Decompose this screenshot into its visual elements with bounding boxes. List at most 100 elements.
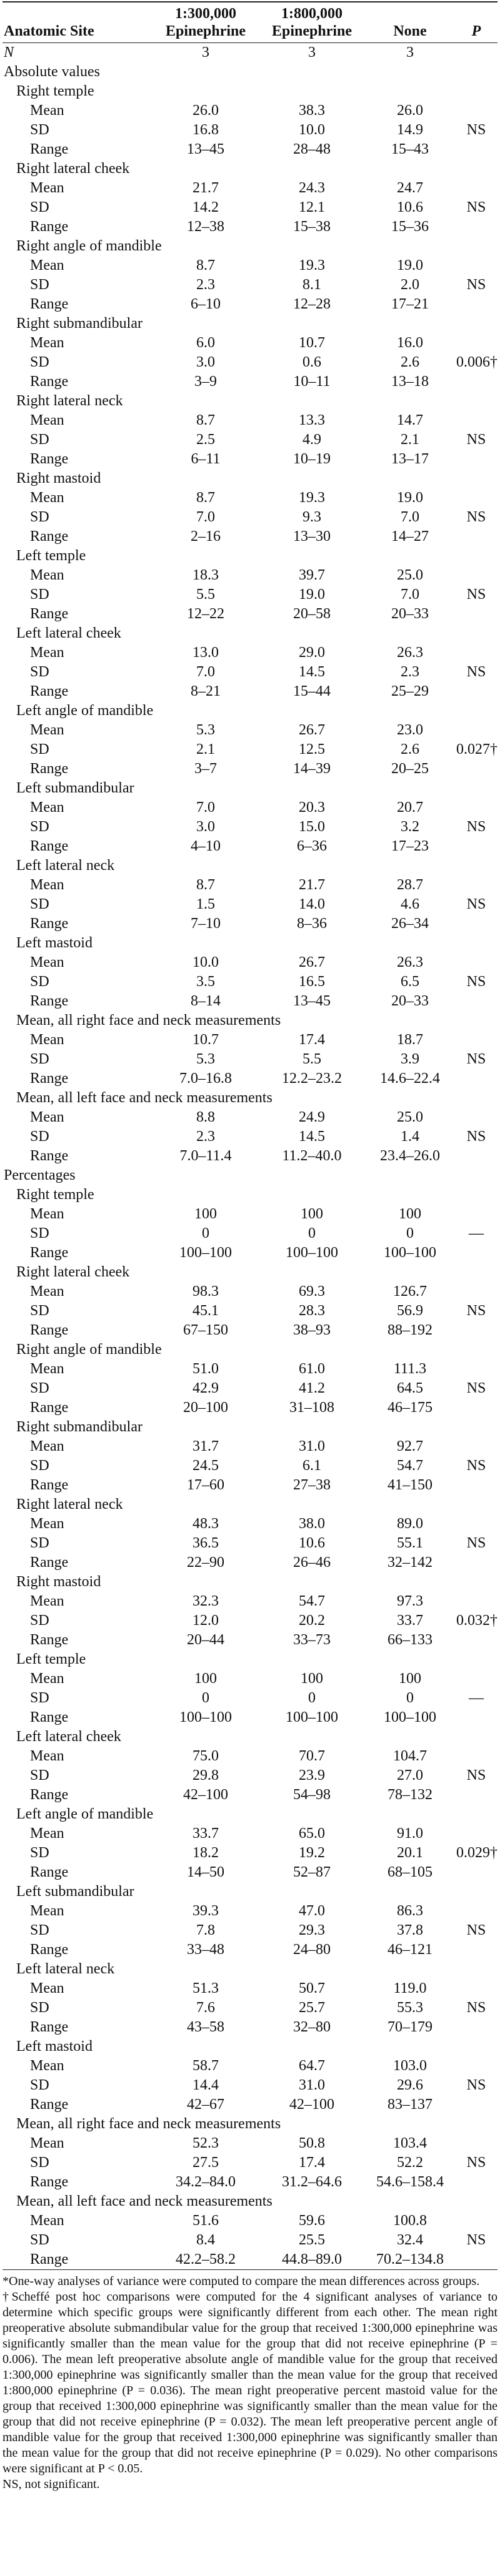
site-row: Left temple [2,1650,498,1669]
stat-row: SD 3.0 0.6 2.6 0.006† [2,353,498,372]
cell: 50.8 [299,2135,325,2151]
cell [455,605,498,624]
cell: NS [466,277,486,293]
cell [455,2056,498,2076]
stat-row: SD 42.9 41.2 64.5 NS [2,1379,498,1398]
row-label: Mean [30,877,64,893]
stat-row: SD 24.5 6.1 54.7 NS [2,1456,498,1476]
row-label: SD [30,122,49,138]
row-label: Mean [30,490,64,506]
cell: 6–36 [297,838,327,854]
cell: 32–142 [388,1554,432,1571]
cell: 2–16 [191,528,221,545]
cell: 61.0 [299,1361,325,1377]
cell: 98.3 [192,1283,219,1300]
cell: 8.7 [196,257,215,274]
cell: 16.5 [299,974,325,990]
cell: 12–38 [187,219,224,235]
row-label: SD [30,1458,49,1474]
cell: 11.2–40.0 [282,1148,342,1164]
stat-row: SD 2.3 8.1 2.0 NS [2,275,498,295]
site-label: Left lateral neck [16,857,115,874]
row-label: Range [30,373,69,390]
cell: 0.006† [456,354,498,370]
stat-row: Range 42–100 54–98 78–132 [2,1785,498,1805]
cell: 32.4 [397,2232,423,2248]
site-label: Mean, all right face and neck measuremen… [16,2116,281,2132]
cell [455,372,498,392]
cell: 19.0 [397,490,423,506]
cell: 12–22 [187,606,224,622]
row-label: Range [30,1148,69,1164]
stat-row: Range 100–100 100–100 100–100 [2,1708,498,1727]
cell: 20–33 [391,993,429,1009]
cell: 20–44 [187,1632,224,1648]
row-label: Mean [30,722,64,738]
cell: 55.3 [397,2000,423,2016]
cell [455,1282,498,1301]
row-label: SD [30,2000,49,2016]
cell: 17–21 [391,296,429,312]
site-label: Left angle of mandible [16,1806,154,1822]
row-label: Mean [30,1516,64,1532]
cell: 3.5 [196,974,215,990]
row-label: Mean [30,954,64,970]
cell: 23.0 [397,722,423,738]
cell: 15.0 [299,819,325,835]
stat-row: Mean 10.7 17.4 18.7 [2,1030,498,1050]
cell: 45.1 [192,1303,219,1319]
cell: 33.7 [397,1612,423,1629]
row-label: Mean [30,102,64,119]
cell: 10.6 [397,199,423,215]
row-label: SD [30,2077,49,2093]
cell: NS [466,896,486,912]
cell: 3 [406,44,414,61]
cell: 21.7 [299,877,325,893]
row-label: Mean [30,1825,64,1842]
cell [455,1108,498,1127]
cell: 65.0 [299,1825,325,1842]
site-row: Right mastoid [2,1572,498,1592]
cell: 8–21 [191,683,221,699]
stat-row: Range 43–58 32–80 70–179 [2,2018,498,2037]
footnote: †Scheffé post hoc comparisons were compu… [2,2290,498,2475]
cell: 0.029† [456,1845,498,1861]
cell: 15–36 [391,219,429,235]
row-label: SD [30,586,49,603]
cell: 10.0 [299,122,325,138]
stat-row: SD 7.0 14.5 2.3 NS [2,663,498,682]
cell: 12.2–23.2 [282,1070,342,1087]
cell: NS [466,199,486,215]
cell: 100–100 [179,1709,232,1725]
site-label: Left lateral cheek [16,1729,121,1745]
stat-row: SD 29.8 23.9 27.0 NS [2,1766,498,1785]
cell: 24–80 [293,1942,331,1958]
cell: 2.3 [401,664,419,680]
header-row: Anatomic Site 1:300,000 Epinephrine 1:800,… [2,1,498,43]
cell [455,721,498,740]
cell: 100 [194,1206,217,1222]
cell: 12.5 [299,741,325,758]
cell: 3 [308,44,316,61]
cell: 6.0 [196,335,215,351]
row-label: Mean [30,1438,64,1454]
cell: 15–43 [391,141,429,157]
row-label: SD [30,1303,49,1319]
cell: 5.3 [196,1051,215,1067]
cell: 25.0 [397,567,423,583]
cell [455,1940,498,1960]
cell: 5.3 [196,722,215,738]
cell: 18.3 [192,567,219,583]
cell: 21.7 [192,180,219,196]
section-title: Percentages [4,1167,76,1183]
cell: 10.0 [192,954,219,970]
cell: 126.7 [393,1283,427,1300]
site-row: Mean, all right face and neck measuremen… [2,1011,498,1030]
site-label: Left submandibular [16,780,134,796]
column-header: P [455,1,498,43]
cell [455,450,498,469]
site-label: Left angle of mandible [16,703,154,719]
stat-row: Mean 39.3 47.0 86.3 [2,1902,498,1921]
row-label: Range [30,1864,69,1880]
cell: 26.7 [299,722,325,738]
